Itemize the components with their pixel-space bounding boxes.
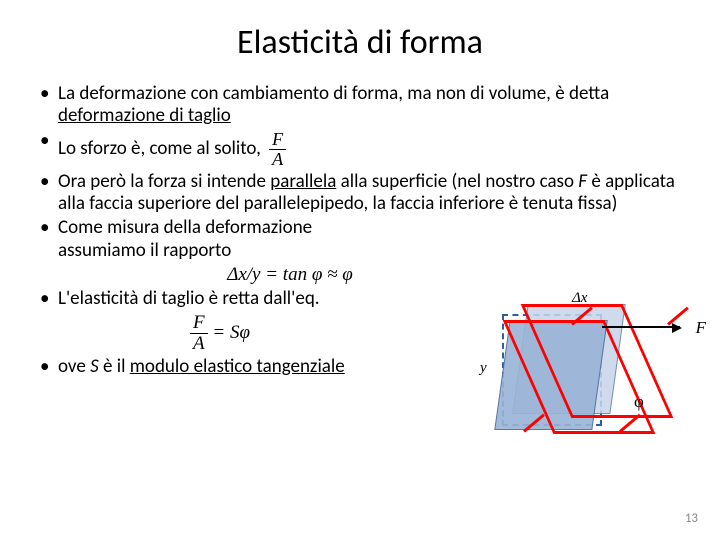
bullet-list: La deformazione con cambiamento di forma… — [36, 83, 684, 262]
b3-under: parallela — [270, 170, 336, 193]
b4-l2: assumiamo il rapporto — [58, 239, 231, 262]
force-arrow — [602, 326, 680, 328]
b2-text: Lo sforzo è, come al solito, — [58, 137, 261, 160]
b6-pre: ove — [58, 355, 90, 378]
phi-label: φ — [634, 392, 644, 412]
b6-mid: è il — [99, 355, 130, 378]
bullet-3: Ora però la forza si intende parallela a… — [36, 171, 684, 216]
y-label: y — [480, 360, 487, 377]
b6-under: modulo elastico tangenziale — [130, 355, 345, 378]
bullet-1: La deformazione con cambiamento di forma… — [36, 83, 684, 128]
b2-formula: FA — [269, 130, 286, 169]
b3-pre: Ora però la forza si intende — [58, 170, 270, 193]
b3-mid: alla superficie (nel nostro caso — [336, 170, 578, 193]
f2-rhs: = Sφ — [208, 321, 250, 342]
b4-l1: Come misura della deformazione — [58, 216, 312, 239]
page-number: 13 — [685, 511, 698, 526]
delta-x-label: Δx — [572, 290, 587, 307]
slide: Elasticità di forma La deformazione con … — [0, 0, 720, 540]
bullet-2: Lo sforzo è, come al solito, FA — [36, 130, 684, 169]
b2-den: A — [269, 150, 286, 169]
b6-S: S — [90, 355, 99, 378]
b2-num: F — [269, 130, 286, 150]
b1-underline: deformazione di taglio — [58, 104, 231, 127]
f-label: F — [696, 318, 706, 338]
f2-num: F — [190, 313, 208, 334]
b1-pre: La deformazione con cambiamento di forma… — [58, 82, 609, 105]
b5-text: L'elasticità di taglio è retta dall'eq. — [58, 287, 320, 310]
bullet-4: Come misura della deformazione assumiamo… — [36, 217, 684, 262]
shear-diagram: Δx y F φ — [484, 296, 694, 456]
f2-den: A — [190, 334, 208, 354]
b3-F: F — [578, 170, 587, 193]
slide-title: Elasticità di forma — [36, 22, 684, 63]
formula-ratio: Δx/y = tan φ ≈ φ — [0, 264, 684, 286]
